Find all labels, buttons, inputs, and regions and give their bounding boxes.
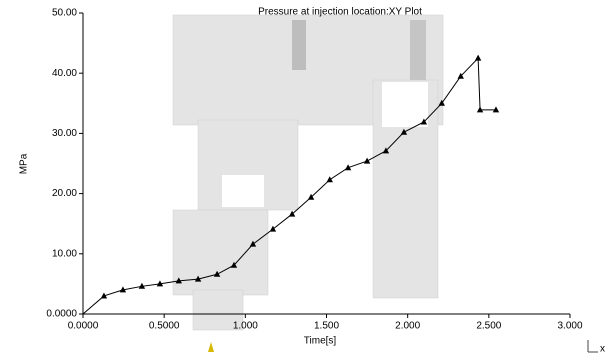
y-axis-label: MPa xyxy=(19,153,30,174)
point-marker xyxy=(327,176,333,182)
y-tick-label: 50.00 xyxy=(52,8,77,19)
x-tick-label: 2.000 xyxy=(395,321,420,332)
x-tick-label: 0.5000 xyxy=(149,321,180,332)
chart: Pressure at injection location:XY Plot T… xyxy=(0,0,609,360)
point-marker xyxy=(364,158,370,164)
y-tick-label: 40.00 xyxy=(52,68,77,79)
x-tick-label: 1.500 xyxy=(314,321,339,332)
point-marker xyxy=(475,55,481,61)
triad-label: x xyxy=(600,344,605,355)
x-axis-label: Time[s] xyxy=(304,336,337,347)
part-image xyxy=(173,15,443,352)
x-tick-label: 2.500 xyxy=(476,321,501,332)
x-tick-label: 3.000 xyxy=(557,321,582,332)
y-tick-label: 0.0000 xyxy=(46,309,77,320)
y-tick-label: 10.00 xyxy=(52,248,77,259)
y-tick-label: 30.00 xyxy=(52,128,77,139)
y-tick-label: 20.00 xyxy=(52,188,77,199)
point-marker xyxy=(270,226,276,232)
x-tick-label: 1.000 xyxy=(233,321,258,332)
x-tick-label: 0.0000 xyxy=(68,321,99,332)
chart-title: Pressure at injection location:XY Plot xyxy=(258,7,422,18)
axis-triad xyxy=(588,340,598,352)
